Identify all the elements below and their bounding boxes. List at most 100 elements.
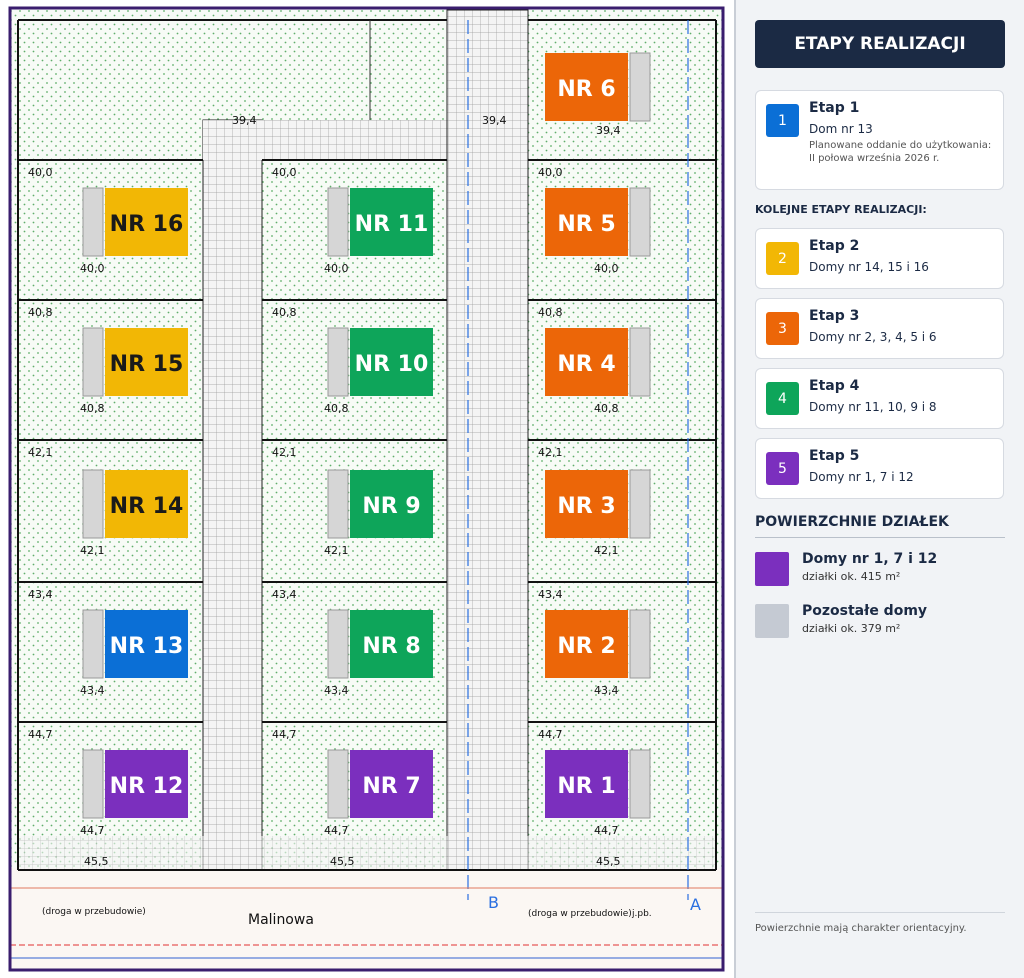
garden-strip [82,609,104,679]
stage-badge: 3 [766,312,799,345]
footnote: Powierzchnie mają charakter orientacyjny… [755,923,967,934]
stage-card: 2 Etap 2 Domy nr 14, 15 i 16 [755,228,1004,289]
spot-height: 39,4 [482,114,507,127]
garden-strip [327,327,349,397]
spot-height: 40,0 [594,262,619,275]
garden-strip [327,469,349,539]
house-label: NR 6 [557,77,615,102]
spot-height: 40,0 [272,166,297,179]
divider [755,537,1005,538]
house [545,53,628,121]
house-label: NR 7 [362,774,420,799]
garden-strip [629,749,651,819]
house [105,188,188,256]
stage-badge: 2 [766,242,799,275]
stage-badge: 4 [766,382,799,415]
garden-strip [327,609,349,679]
stage-card: 4 Etap 4 Domy nr 11, 10, 9 i 8 [755,368,1004,429]
house-label: NR 11 [355,212,429,237]
garden-strip [327,749,349,819]
axis-label: B [488,893,499,912]
house [350,188,433,256]
sidebar: ETAPY REALIZACJI 1 Etap 1 Dom nr 13 Plan… [734,0,1024,978]
house [105,328,188,396]
house-label: NR 9 [362,494,420,519]
stage-name: Etap 5 [809,448,860,464]
spot-height: 40,8 [272,306,297,319]
house [105,610,188,678]
house-label: NR 14 [110,494,184,519]
spot-height: 42,1 [80,544,105,557]
site-plan: B A Malinowa (droga w przebudowie) (drog… [8,6,725,972]
garden-strip [82,469,104,539]
spot-height: 42,1 [28,446,53,459]
area-name: Domy nr 1, 7 i 12 [802,551,938,567]
stage-houses: Dom nr 13 [809,122,873,136]
road-note: j.pb. [631,909,652,919]
site-border [8,6,725,972]
stage-card: 5 Etap 5 Domy nr 1, 7 i 12 [755,438,1004,499]
spot-height: 44,7 [324,824,349,837]
spot-height: 40,0 [80,262,105,275]
spot-height: 42,1 [324,544,349,557]
houses: NR 6 NR 16 NR 11 NR 5 NR 15 NR 10 NR 4 NR 14 NR … [28,52,651,837]
stage-name: Etap 1 [809,100,860,116]
house [545,750,628,818]
stage-houses: Domy nr 2, 3, 4, 5 i 6 [809,330,937,344]
plot-lines [17,19,717,871]
spot-height: 45,5 [596,855,621,868]
fence-strip [18,836,716,870]
spot-height: 43,4 [538,588,563,601]
spot-height: 40,0 [324,262,349,275]
sidebar-title: ETAPY REALIZACJI [755,20,1005,68]
spot-height: 42,1 [538,446,563,459]
road-note: (droga w przebudowie) [42,907,146,917]
street-area [10,868,723,970]
house [545,328,628,396]
spot-height: 40,8 [324,402,349,415]
spot-height: 42,1 [272,446,297,459]
spot-height: 44,7 [80,824,105,837]
spot-height: 43,4 [272,588,297,601]
garden-strip [82,749,104,819]
spot-height: 44,7 [272,728,297,741]
garden-strip [82,327,104,397]
house [545,470,628,538]
garden-strip [82,187,104,257]
garden-strip [629,187,651,257]
house-label: NR 2 [557,634,615,659]
stage-name: Etap 3 [809,308,860,324]
house-label: NR 12 [110,774,184,799]
stage-note: Planowane oddanie do użytkowania: [809,140,992,151]
street-name: Malinowa [248,912,314,928]
stage-name: Etap 4 [809,378,860,394]
house-label: NR 8 [362,634,420,659]
spot-height: 40,0 [28,166,53,179]
access-road [203,120,447,160]
spot-height: 45,5 [84,855,109,868]
house-label: NR 15 [110,352,184,377]
area-detail: działki ok. 379 m² [802,622,901,635]
house [545,188,628,256]
spot-height: 43,4 [80,684,105,697]
stage-badge: 1 [766,104,799,137]
house [350,750,433,818]
spot-height: 44,7 [594,824,619,837]
area-detail: działki ok. 415 m² [802,570,901,583]
spot-height: 43,4 [324,684,349,697]
spot-height: 40,8 [80,402,105,415]
spot-height: 39,4 [596,124,621,137]
house-label: NR 16 [110,212,184,237]
house [350,470,433,538]
access-road [202,119,263,871]
house [350,328,433,396]
spot-height: 42,1 [594,544,619,557]
garden-strip [629,469,651,539]
house-label: NR 13 [110,634,184,659]
house [350,610,433,678]
stage-card: 3 Etap 3 Domy nr 2, 3, 4, 5 i 6 [755,298,1004,359]
stage-houses: Domy nr 11, 10, 9 i 8 [809,400,937,414]
section-heading: KOLEJNE ETAPY REALIZACJI: [755,203,927,216]
stage-date: II połowa września 2026 r. [809,153,940,164]
